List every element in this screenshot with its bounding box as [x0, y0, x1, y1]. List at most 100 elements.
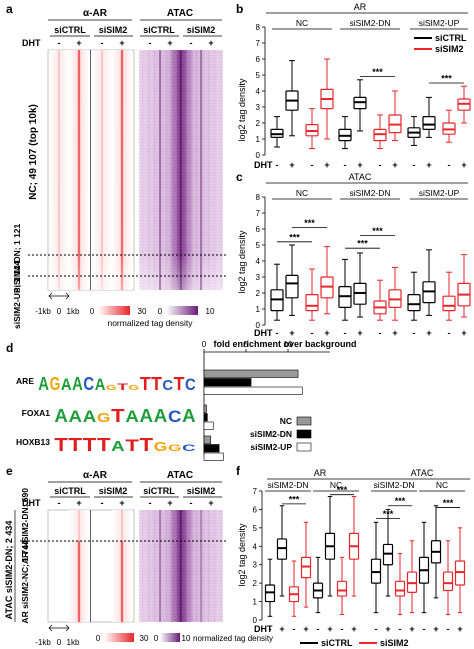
panel-e-dht-label: DHT: [22, 498, 41, 508]
panel-b-legend-sim2: siSIM2: [435, 44, 464, 54]
panel-a-sub-col-1: siCTRL: [54, 25, 86, 35]
panel-c-ylabel: log2 tag density: [237, 230, 247, 294]
box-sictrl: +: [324, 496, 336, 634]
panel-e-heatmap-ar: [47, 509, 135, 623]
motif-name: FOXA1: [22, 408, 51, 418]
panel-f-legend-sim2: siSIM2: [380, 638, 409, 648]
panel-d-title: fold enrichment over background: [213, 339, 356, 349]
panel-a-sub-col-3: siCTRL: [143, 25, 175, 35]
dht-minus-sign: -: [448, 328, 451, 338]
panel-e-outer-label: ATAC siSIM2-DN; 2 434: [4, 521, 14, 620]
y-tick-label: 3: [256, 273, 261, 282]
dht-plus-sign: +: [357, 328, 362, 338]
significance-bracket: ***: [282, 494, 306, 504]
significance-bracket: ***: [429, 74, 464, 84]
panel-d-legend-dn: siSIM2-DN: [250, 429, 292, 439]
motif-base: G: [168, 443, 181, 453]
dht-plus-sign: +: [327, 624, 332, 634]
group-header: siSIM2-DN: [349, 18, 390, 28]
dht-plus-sign: +: [324, 328, 329, 338]
panel-a-heatmap-ar: [47, 49, 135, 291]
dht-minus-sign: -: [375, 624, 378, 634]
panel-e-axis-left: -1kb: [35, 638, 51, 647]
motif-base: T: [140, 435, 153, 455]
box-sisim2: +: [348, 496, 360, 634]
motif-base: A: [140, 406, 153, 426]
box-sisim2: +: [388, 266, 402, 338]
significance-label: ***: [383, 509, 394, 519]
panel-f-group-ar: AR: [314, 468, 327, 478]
significance-bracket: ***: [376, 509, 400, 519]
panel-c-title: ATAC: [349, 172, 372, 182]
motif-base: C: [162, 378, 173, 394]
y-tick-label: 4: [253, 542, 258, 551]
panel-a-scale-red-max: 30: [138, 307, 147, 316]
box-sictrl: +: [285, 244, 299, 338]
y-tick-label: 4: [256, 87, 261, 96]
panel-e-sub-col-1: siCTRL: [54, 486, 86, 496]
box-sictrl: +: [276, 505, 288, 634]
panel-a-heatmap-atac: [139, 50, 223, 290]
motif-base: T: [97, 435, 110, 455]
panel-a-dht-label: DHT: [22, 38, 41, 48]
significance-label: ***: [443, 498, 454, 508]
group-header: siSIM2-DN: [373, 480, 414, 490]
dht-plus-sign: +: [392, 160, 397, 170]
motif-base: A: [61, 376, 72, 394]
dht-plus-sign: +: [208, 38, 213, 48]
dht-plus-sign: +: [303, 624, 308, 634]
group-header: NC: [436, 480, 448, 490]
y-tick-label: 6: [256, 225, 261, 234]
dht-minus-sign: -: [190, 498, 193, 508]
box-sisim2: -: [305, 268, 319, 338]
bar-nc: [203, 404, 207, 413]
box-sictrl: -: [418, 521, 430, 634]
dht-minus-sign: -: [293, 624, 296, 634]
box-sictrl: -: [312, 556, 324, 634]
panel-a-scale-purple-max: 10: [206, 307, 215, 316]
significance-label: ***: [372, 67, 383, 77]
panel-a-sub-col-4: siSIM2: [187, 25, 216, 35]
box-sictrl: +: [353, 252, 367, 338]
dht-minus-sign: -: [399, 624, 402, 634]
panel-f-group-atac: ATAC: [411, 468, 434, 478]
box-sisim2: -: [336, 556, 348, 634]
bar-sisim2-up: [203, 421, 214, 430]
motif-base: C: [185, 376, 196, 394]
y-tick-label: 2: [253, 579, 258, 588]
box-sictrl: +: [422, 249, 436, 338]
motif-base: T: [151, 374, 162, 394]
panel-f-ylabel: log2 tag density: [237, 523, 247, 587]
dht-plus-sign: +: [76, 38, 81, 48]
motif-base: A: [154, 406, 167, 426]
bar-nc: [203, 369, 299, 378]
box-sisim2: +: [457, 254, 471, 338]
dht-plus-sign: +: [457, 624, 462, 634]
box-sisim2: -: [373, 279, 387, 338]
panel-a-scale-purple: [166, 306, 198, 315]
panel-a-axis-zero: 0: [57, 307, 62, 316]
panel-a-row-nc: NC; 49 107 (top 10k): [28, 104, 39, 200]
box-sisim2: -: [442, 271, 456, 338]
panel-b-legend-ctrl: siCTRL: [435, 33, 467, 43]
box-sictrl: -: [338, 258, 352, 338]
group-header: NC: [296, 188, 308, 198]
group-header: siSIM2-DN: [349, 188, 390, 198]
significance-bracket: ***: [292, 218, 327, 228]
box-sisim2: +: [388, 90, 402, 170]
y-tick-label: 7: [256, 39, 261, 48]
group-header: siSIM2-UP: [419, 188, 460, 198]
x-tick-label: 10: [284, 340, 293, 349]
panel-a-row-up: siSIM2-UP; 1 144: [12, 261, 22, 329]
panel-f-dht-label: DHT: [254, 624, 273, 634]
bar-nc: [203, 435, 212, 444]
motif-base: A: [83, 408, 97, 426]
y-tick-label: 4: [256, 257, 261, 266]
y-tick-label: 6: [253, 505, 258, 514]
dht-plus-sign: +: [76, 498, 81, 508]
dht-minus-sign: -: [341, 624, 344, 634]
panel-e-ar-heading: α-AR: [83, 470, 108, 481]
panel-e-sub-col-4: siSIM2: [187, 486, 216, 496]
